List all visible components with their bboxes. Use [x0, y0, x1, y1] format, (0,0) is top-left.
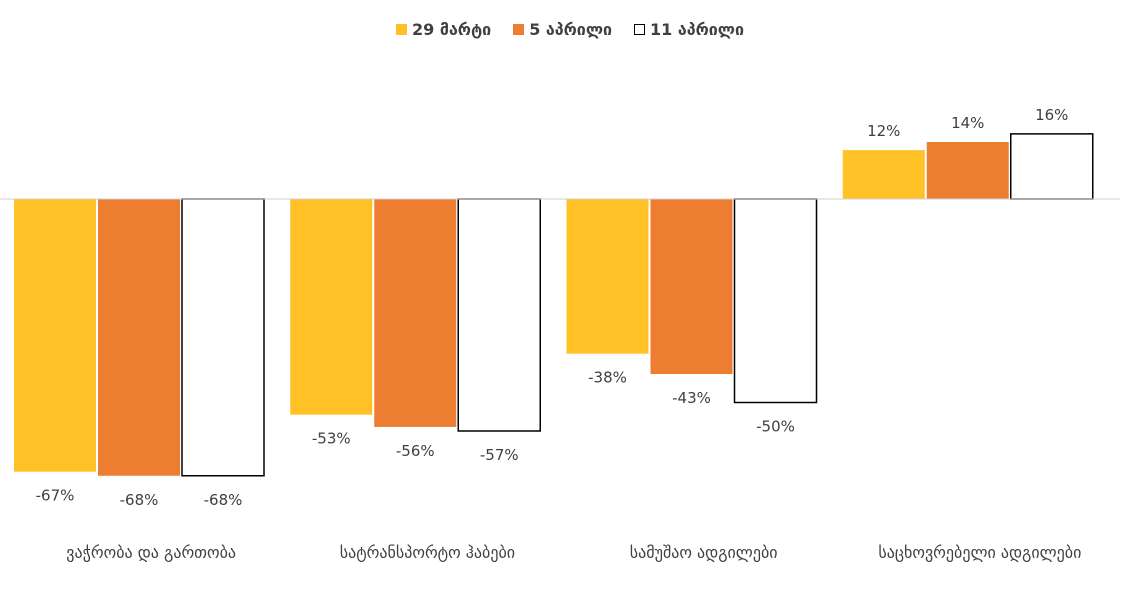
data-label-series-1-cat-3: 14%	[951, 114, 984, 132]
legend-swatch-series-1	[513, 24, 525, 35]
legend-swatch-series-2	[634, 24, 646, 35]
data-label-series-2-cat-0: -68%	[204, 491, 243, 509]
bar-series-0-cat-2	[566, 199, 649, 354]
data-label-series-2-cat-1: -57%	[480, 446, 519, 464]
data-label-series-0-cat-1: -53%	[312, 430, 351, 448]
data-label-series-1-cat-1: -56%	[396, 442, 435, 460]
legend-label-series-2: 11 აპრილი	[650, 20, 744, 39]
data-label-series-0-cat-3: 12%	[867, 122, 900, 140]
legend-item-series-1: 5 აპრილი	[513, 20, 612, 39]
legend: 29 მარტი 5 აპრილი 11 აპრილი	[0, 20, 1140, 39]
data-label-series-1-cat-0: -68%	[120, 491, 159, 509]
data-label-series-1-cat-2: -43%	[672, 389, 711, 407]
data-label-series-2-cat-2: -50%	[756, 418, 795, 436]
bar-series-2-cat-2	[733, 198, 818, 404]
bar-series-2-cat-1	[457, 198, 541, 432]
bar-series-0-cat-0	[14, 199, 96, 472]
data-label-series-0-cat-2: -38%	[588, 369, 627, 387]
bar-series-1-cat-0	[98, 199, 180, 476]
bar-series-0-cat-3	[842, 150, 925, 199]
data-label-series-0-cat-0: -67%	[36, 487, 75, 505]
bar-series-0-cat-1	[290, 199, 373, 415]
bar-series-1-cat-1	[374, 199, 457, 427]
bar-series-2-cat-3	[1010, 133, 1094, 200]
data-label-series-2-cat-3: 16%	[1035, 106, 1068, 124]
legend-swatch-series-0	[396, 24, 408, 35]
category-label-3: საცხოვრებელი ადგილები	[878, 543, 1081, 562]
legend-label-series-0: 29 მარტი	[412, 20, 492, 39]
legend-label-series-1: 5 აპრილი	[529, 20, 613, 39]
bar-series-2-cat-0	[181, 198, 265, 477]
category-label-0: ვაჭრობა და გართობა	[66, 543, 236, 562]
legend-item-series-0: 29 მარტი	[396, 20, 491, 39]
category-label-1: სატრანსპორტო ჰაბები	[340, 543, 515, 562]
legend-item-series-2: 11 აპრილი	[634, 20, 744, 39]
bar-series-1-cat-3	[926, 142, 1009, 199]
bar-series-1-cat-2	[650, 199, 733, 375]
category-label-2: სამუშაო ადგილები	[630, 543, 778, 562]
